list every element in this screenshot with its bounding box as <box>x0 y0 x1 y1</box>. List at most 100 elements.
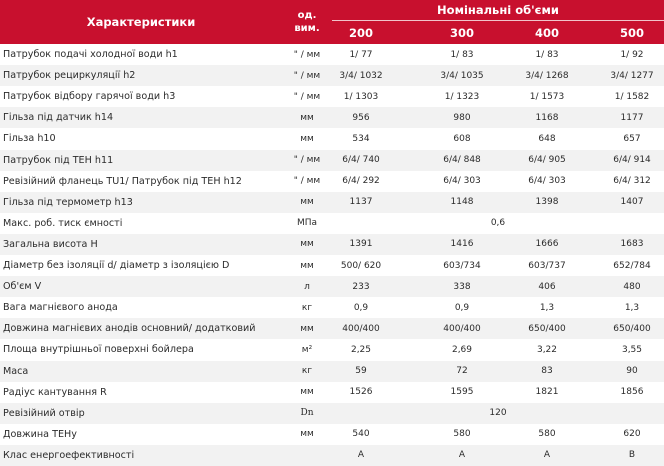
table-row: Ревізійний фланець TU1/ Патрубок під ТЕН… <box>0 171 664 192</box>
value-400: 1/ 83 <box>535 49 559 60</box>
value-400: A <box>543 450 551 461</box>
value-500: 3/4/ 1277 <box>610 70 654 81</box>
value-200: 59 <box>355 366 367 377</box>
value-400: 406 <box>538 281 556 292</box>
parameter-unit: " / мм <box>293 91 321 102</box>
value-500: 1683 <box>620 239 644 250</box>
value-200: 956 <box>352 112 370 123</box>
parameter-unit: " / мм <box>293 176 321 187</box>
table-row: Довжина магнієвих анодів основний/ додат… <box>0 318 664 340</box>
header-capacity-500: 500 <box>619 26 644 40</box>
value-500: 657 <box>623 133 641 144</box>
table-row: Гільза під термометр h13 мм 1137 1148 1398 14… <box>0 191 664 213</box>
parameter-value-all-volumes: 120 <box>489 408 507 419</box>
parameter-unit: мм <box>300 323 314 334</box>
value-200: 534 <box>352 133 370 144</box>
value-400: 3/4/ 1268 <box>525 70 569 81</box>
value-200: 3/4/ 1032 <box>339 70 383 81</box>
value-400: 650/400 <box>528 323 566 334</box>
table-row: Патрубок під ТЕН h11 " / мм 6/4/ 740 6/4/ 8… <box>0 149 664 171</box>
value-200: 1137 <box>349 197 373 208</box>
value-500: 652/784 <box>613 260 651 271</box>
table-row: Патрубок відбору гарячої води h3 " / мм 1/… <box>0 86 664 107</box>
value-200: 233 <box>352 281 370 292</box>
parameter-name: Патрубок рециркуляції h2 <box>3 70 136 82</box>
value-300: 1595 <box>450 387 474 398</box>
value-400: 1,3 <box>539 302 555 313</box>
value-500: 6/4/ 914 <box>613 155 651 166</box>
table-row: Довжина ТЕНу мм 540 580 580 620 <box>0 424 664 445</box>
value-400: 1168 <box>535 112 559 123</box>
parameter-value-all-volumes: 0,6 <box>490 218 506 229</box>
value-300: 608 <box>453 133 471 144</box>
value-400: 6/4/ 303 <box>528 176 566 187</box>
header-unit-line1: од. <box>297 10 317 21</box>
parameter-name: Ревізійний отвір <box>3 407 85 419</box>
value-300: 1416 <box>450 239 474 250</box>
value-400: 1666 <box>535 239 559 250</box>
parameter-unit: " / мм <box>293 70 321 81</box>
value-300: 2,69 <box>451 344 473 355</box>
value-300: 980 <box>453 112 471 123</box>
parameter-unit: мм <box>300 387 314 398</box>
value-500: B <box>628 450 636 461</box>
value-300: 338 <box>453 281 471 292</box>
table-row: Клас енергоефективності A A A B <box>0 444 664 466</box>
parameter-unit: мм <box>300 133 314 144</box>
parameter-name: Об'єм V <box>3 281 42 293</box>
parameter-name: Ревізійний фланець TU1/ Патрубок під ТЕН… <box>3 175 242 187</box>
header-unit-line2: вим. <box>294 23 320 34</box>
parameter-unit: мм <box>300 260 314 271</box>
parameter-name: Гільза під датчик h14 <box>3 112 114 124</box>
value-400: 6/4/ 905 <box>528 155 566 166</box>
value-500: 1/ 92 <box>620 49 644 60</box>
value-500: 480 <box>623 281 641 292</box>
parameter-unit: кг <box>301 366 313 377</box>
value-300: 400/400 <box>443 323 481 334</box>
table-row: Діаметр без ізоляції d/ діаметр з ізоляц… <box>0 255 664 276</box>
table-row: Вага магнієвого анода кг 0,9 0,9 1,3 1,3 <box>0 297 664 318</box>
parameter-unit: Dn <box>300 408 314 419</box>
value-300: 6/4/ 848 <box>443 155 481 166</box>
table-row: Радіус кантування R мм 1526 1595 1821 1856 <box>0 382 664 403</box>
value-200: 1/ 1303 <box>343 91 379 102</box>
value-400: 1821 <box>535 387 559 398</box>
value-200: 1526 <box>349 387 373 398</box>
value-200: 400/400 <box>342 323 380 334</box>
header-capacity-200: 200 <box>348 26 373 40</box>
value-500: 3,55 <box>621 344 643 355</box>
value-500: 1407 <box>620 197 644 208</box>
value-200: 500/ 620 <box>340 260 382 271</box>
table-row: Гільза під датчик h14 мм 956 980 1168 1177 <box>0 107 664 129</box>
table-row: Патрубок рециркуляції h2 " / мм 3/4/ 1032 3… <box>0 65 664 87</box>
parameter-unit: л <box>304 281 310 292</box>
parameter-name: Площа внутрішньої поверхні бойлера <box>3 344 194 356</box>
value-300: 0,9 <box>454 302 470 313</box>
value-300: 72 <box>456 366 468 377</box>
table-row: Гільза h10 мм 534 608 648 657 <box>0 128 664 149</box>
value-200: 0,9 <box>353 302 369 313</box>
parameter-unit: мм <box>300 429 314 440</box>
value-500: 620 <box>623 429 641 440</box>
value-200: 6/4/ 292 <box>342 176 380 187</box>
table-row: Об'єм V л 233 338 406 480 <box>0 276 664 298</box>
value-300: 1/ 1323 <box>444 91 480 102</box>
value-400: 603/737 <box>528 260 566 271</box>
parameter-unit: МПа <box>296 218 318 229</box>
value-400: 3,22 <box>536 344 558 355</box>
value-400: 648 <box>538 133 556 144</box>
parameter-unit: м² <box>301 344 313 355</box>
value-200: 2,25 <box>350 344 372 355</box>
value-200: A <box>357 450 365 461</box>
value-500: 1,3 <box>624 302 640 313</box>
header-unit: од. вим. <box>282 0 332 44</box>
table-row: Площа внутрішньої поверхні бойлера м² 2,25… <box>0 339 664 360</box>
parameter-name: Патрубок відбору гарячої води h3 <box>3 91 176 103</box>
value-200: 540 <box>352 429 370 440</box>
value-500: 650/400 <box>613 323 651 334</box>
parameter-name: Клас енергоефективності <box>3 449 135 461</box>
header-capacity-300: 300 <box>449 26 474 40</box>
parameter-unit: мм <box>300 239 314 250</box>
value-300: 3/4/ 1035 <box>440 70 484 81</box>
